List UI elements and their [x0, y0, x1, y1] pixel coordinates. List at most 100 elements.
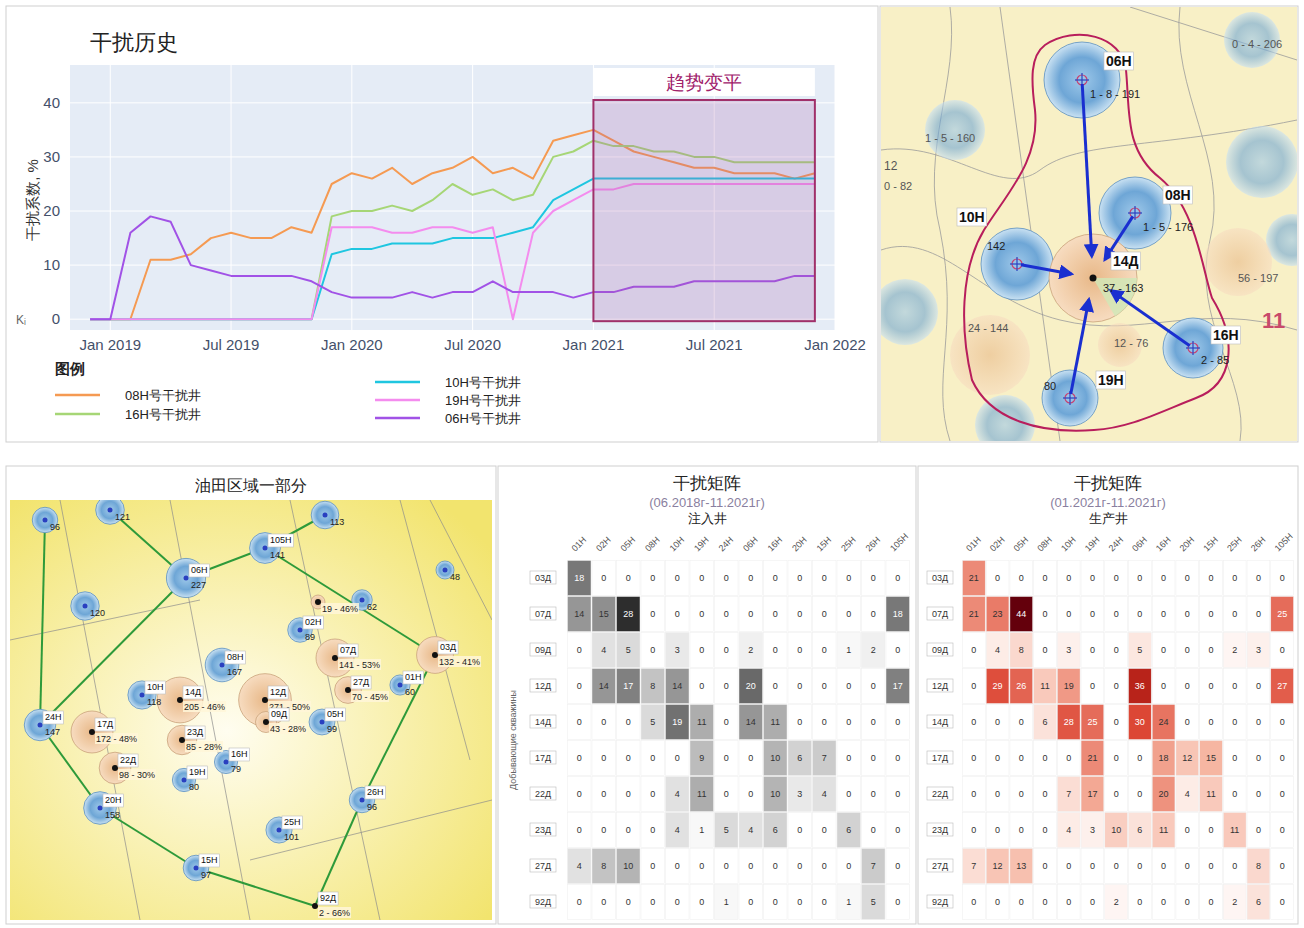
- well-name: 17Д: [97, 719, 113, 729]
- heat-cell: [1010, 705, 1033, 740]
- heat-cell: [837, 885, 861, 920]
- well-value: 121: [115, 512, 130, 522]
- row-label: 23Д: [932, 825, 948, 835]
- well-name-group: 22Д: [118, 754, 138, 767]
- heat-cell: [1129, 849, 1152, 884]
- well-name-group: 14Д: [1111, 252, 1141, 270]
- heat-cell: [1152, 597, 1175, 632]
- cell-label: 7: [1066, 789, 1071, 799]
- heat-cell: [690, 777, 714, 812]
- cell-label: 0: [846, 717, 851, 727]
- well-name-group: 03Д: [438, 641, 458, 654]
- well-value: 96: [367, 802, 377, 812]
- heat-cell: [862, 633, 886, 668]
- well-name-box: [185, 726, 205, 739]
- well-value: 141: [270, 550, 285, 560]
- heat-cell: [690, 813, 714, 848]
- cell-label: 0: [995, 573, 1000, 583]
- heat-cell: [1010, 597, 1033, 632]
- heat-cell: [1057, 849, 1080, 884]
- cell-label: 0: [1114, 609, 1119, 619]
- heat-cell: [1105, 849, 1128, 884]
- cell-label: 0: [1137, 753, 1142, 763]
- heat-cell: [1057, 777, 1080, 812]
- heat-cell: [788, 669, 812, 704]
- cell-label: 0: [1185, 825, 1190, 835]
- heat-cell: [617, 741, 641, 776]
- heat-cell: [986, 777, 1009, 812]
- heat-cell: [862, 705, 886, 740]
- well-label-group: 43 - 28%: [269, 723, 307, 734]
- heat-cell: [666, 849, 690, 884]
- cell-label: 0: [1256, 753, 1261, 763]
- column-label: 24H: [717, 535, 736, 554]
- cell-label: 0: [1019, 825, 1024, 835]
- legend-label: 06H号干扰井: [445, 411, 521, 426]
- well-marker: [1192, 341, 1193, 355]
- heat-cell: [1081, 849, 1104, 884]
- cell-label: 0: [1019, 897, 1024, 907]
- cell-label: 0: [1208, 573, 1213, 583]
- heat-cell: [813, 741, 837, 776]
- y-axis-symbol: Kᵢ: [16, 313, 26, 327]
- heat-cell: [592, 777, 616, 812]
- well-name: 10H: [959, 209, 985, 225]
- heat-cell: [1152, 561, 1175, 596]
- cell-label: 0: [846, 573, 851, 583]
- cell-label: 4: [748, 825, 753, 835]
- cell-label: 18: [1159, 753, 1169, 763]
- row-label-box: [530, 823, 556, 836]
- heat-cell: [764, 597, 788, 632]
- heat-cell: [1200, 741, 1223, 776]
- heat-cell: [862, 669, 886, 704]
- heat-cell: [592, 813, 616, 848]
- heat-cell: [1271, 849, 1294, 884]
- heat-cell: [568, 885, 592, 920]
- heat-cell: [715, 885, 739, 920]
- cell-label: 0: [1042, 753, 1047, 763]
- well-marker: [98, 806, 103, 811]
- cell-label: 0: [1161, 573, 1166, 583]
- heat-cell: [1223, 633, 1246, 668]
- legend-label: 19H号干扰井: [445, 393, 521, 408]
- highlight-label: 趋势变平: [666, 72, 742, 93]
- well-value: 97: [201, 870, 211, 880]
- cell-label: 4: [577, 861, 582, 871]
- cell-label: 0: [1208, 897, 1213, 907]
- heat-cell: [764, 741, 788, 776]
- well-value: 147: [45, 727, 60, 737]
- heat-cell: [1200, 813, 1223, 848]
- cell-label: 0: [1090, 609, 1095, 619]
- well-marker: [108, 508, 113, 513]
- well-label: 1 - 5 - 176: [1143, 221, 1193, 233]
- heat-cell: [813, 561, 837, 596]
- well-name-box: [1111, 252, 1141, 270]
- well-name-box: [318, 892, 338, 905]
- interference-boundary: [964, 35, 1228, 431]
- heat-cell: [592, 885, 616, 920]
- well-name: 02H: [305, 617, 322, 627]
- heat-cell: [715, 705, 739, 740]
- heat-cell: [1010, 777, 1033, 812]
- legend-swatch: [375, 381, 420, 384]
- heat-cell: [813, 885, 837, 920]
- cell-label: 1: [846, 897, 851, 907]
- heat-cell: [886, 885, 910, 920]
- cell-label: 0: [1090, 573, 1095, 583]
- well-marker: [179, 737, 185, 743]
- injector-well: [1042, 370, 1098, 426]
- heat-cell: [739, 669, 763, 704]
- cell-label: 0: [626, 897, 631, 907]
- column-label: 16H: [766, 535, 785, 554]
- cell-label: 7: [971, 861, 976, 871]
- heat-cell: [813, 597, 837, 632]
- well-name: 16H: [231, 749, 248, 759]
- heat-cell: [886, 561, 910, 596]
- cell-label: 4: [822, 789, 827, 799]
- cell-label: 0: [871, 609, 876, 619]
- cell-label: 12: [1182, 753, 1192, 763]
- row-label-box: [530, 607, 556, 620]
- cell-label: 0: [1256, 573, 1261, 583]
- well-label-patch: [118, 769, 156, 780]
- row-label-box: [927, 607, 953, 620]
